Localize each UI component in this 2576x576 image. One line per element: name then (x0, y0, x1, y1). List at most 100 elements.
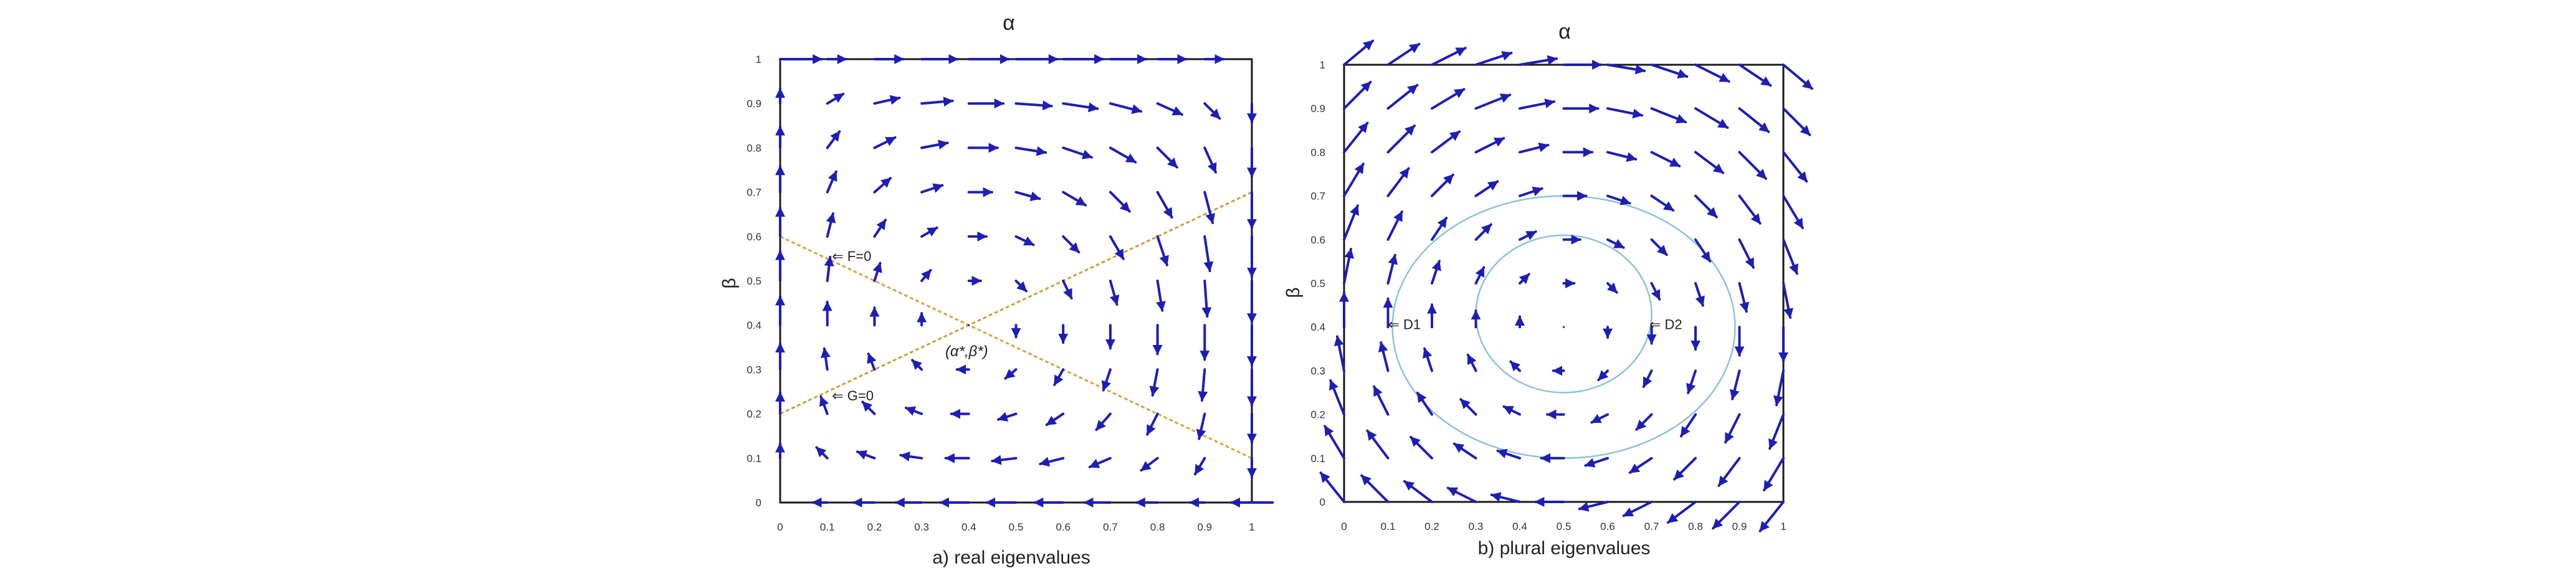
vector-arrow (1045, 412, 1065, 427)
vector-arrow (1386, 253, 1398, 285)
vector-arrow (1324, 425, 1345, 460)
vector-arrow (1095, 412, 1112, 432)
vector-arrow (826, 130, 841, 149)
vector-arrow (1459, 398, 1477, 416)
vector-arrow (1062, 146, 1093, 159)
vector-arrow (872, 262, 882, 282)
vector-arrow (1146, 412, 1159, 436)
vector-arrow (1597, 369, 1609, 382)
orbit-label-d1: ⇐ D1 (1388, 317, 1421, 333)
vector-arrow (920, 226, 938, 238)
vector-arrow (1694, 151, 1725, 174)
vector-arrow (1474, 223, 1492, 241)
vector-arrow (1729, 369, 1741, 400)
vector-arrow (1768, 413, 1785, 450)
x-tick-label: 0.1 (1381, 521, 1396, 532)
x-tick-label: 0.9 (1732, 521, 1747, 532)
y-tick-label: 0.5 (1310, 278, 1325, 290)
vector-arrow (1333, 335, 1345, 372)
vector-arrow (1686, 369, 1697, 394)
vector-arrow (1763, 456, 1785, 492)
vector-arrow (873, 95, 901, 105)
x-tick-label: 0.5 (1557, 521, 1572, 532)
vector-arrow (1431, 173, 1454, 197)
vector-arrow (1156, 235, 1169, 267)
y-tick-label: 1 (1320, 59, 1325, 71)
vector-arrow (1343, 248, 1355, 285)
vector-arrow (1251, 58, 1253, 60)
vector-arrow (1509, 360, 1521, 372)
vector-arrow (1446, 486, 1477, 503)
y-tick-label: 0 (1320, 496, 1325, 508)
vector-arrow (1062, 191, 1087, 207)
vector-arrow (1014, 146, 1047, 156)
x-tick-label: 0 (777, 521, 783, 533)
vector-arrow (1606, 194, 1631, 205)
x-tick-label: 0.3 (914, 521, 929, 533)
vector-arrow (1109, 102, 1143, 115)
vector-arrow (1622, 501, 1653, 517)
vector-arrow (1642, 369, 1653, 389)
vector-arrow (1650, 107, 1687, 124)
annotations: ⇐ D1 ⇐ D2 (1388, 317, 1682, 333)
vector-arrow (1519, 98, 1555, 110)
vector-arrow (1666, 501, 1697, 524)
vector-arrow (1039, 456, 1065, 467)
vector-arrow (826, 170, 837, 194)
x-tick-labels: 0 0.1 0.2 0.3 0.4 0.5 0.6 0.7 0.8 0.9 1 (1341, 521, 1786, 532)
y-axis-label: β (719, 278, 740, 288)
y-tick-label: 0.3 (1310, 365, 1325, 377)
vector-arrow (904, 406, 923, 416)
vector-arrow (1738, 107, 1770, 133)
vector-arrow (1343, 39, 1375, 66)
vector-arrow (1738, 282, 1750, 313)
vector-field-arrows (775, 54, 1274, 508)
x-tick-label: 1 (1249, 521, 1254, 533)
vector-arrow (997, 412, 1018, 422)
vector-arrow (826, 92, 845, 105)
vector-arrow (920, 97, 954, 107)
x-tick-label: 0.6 (1600, 521, 1615, 532)
vector-arrow (1014, 280, 1028, 293)
vector-arrow (1782, 194, 1804, 229)
vector-arrow (1088, 456, 1112, 468)
vector-arrow (1101, 368, 1112, 392)
vector-arrow (1343, 163, 1365, 197)
vector-arrow (1694, 194, 1718, 219)
vector-arrow (1062, 280, 1073, 300)
y-tick-label: 0.9 (747, 98, 761, 110)
vector-arrow (1203, 146, 1217, 174)
vector-arrow (1782, 282, 1794, 319)
vector-arrow (815, 446, 829, 460)
vector-arrow (1386, 210, 1403, 241)
vector-arrow (1343, 80, 1372, 110)
vector-arrow (873, 219, 887, 238)
vector-arrow (899, 451, 923, 461)
vector-arrow (1109, 146, 1137, 164)
vector-arrow (1431, 217, 1448, 241)
vector-arrow (1606, 282, 1618, 294)
f-nullcline (780, 235, 1252, 460)
vector-arrow (1203, 235, 1214, 272)
vector-arrow (1373, 385, 1390, 416)
vector-arrow (1712, 501, 1741, 530)
vector-arrow (1403, 479, 1433, 503)
chart-title: α (1003, 11, 1015, 35)
vector-arrow (1782, 64, 1814, 90)
vector-arrow (1014, 191, 1041, 202)
vector-arrow (920, 183, 944, 194)
vector-arrow (1203, 191, 1216, 224)
vector-arrow (821, 347, 831, 371)
vector-arrow (1431, 88, 1466, 110)
y-tick-label: 0.3 (747, 364, 761, 375)
y-tick-label: 0.4 (1310, 321, 1325, 333)
vector-arrow (1474, 266, 1486, 285)
vector-arrow (1738, 151, 1767, 180)
vector-arrow (1673, 456, 1697, 481)
y-tick-labels: 0 0.1 0.2 0.3 0.4 0.5 0.6 0.7 0.8 0.9 1 (1310, 59, 1325, 508)
x-tick-label: 0.8 (1150, 521, 1165, 533)
vector-arrow (1466, 353, 1477, 372)
vector-arrow (1329, 379, 1345, 416)
vector-arrow (911, 359, 923, 371)
vector-arrow (1694, 282, 1705, 307)
